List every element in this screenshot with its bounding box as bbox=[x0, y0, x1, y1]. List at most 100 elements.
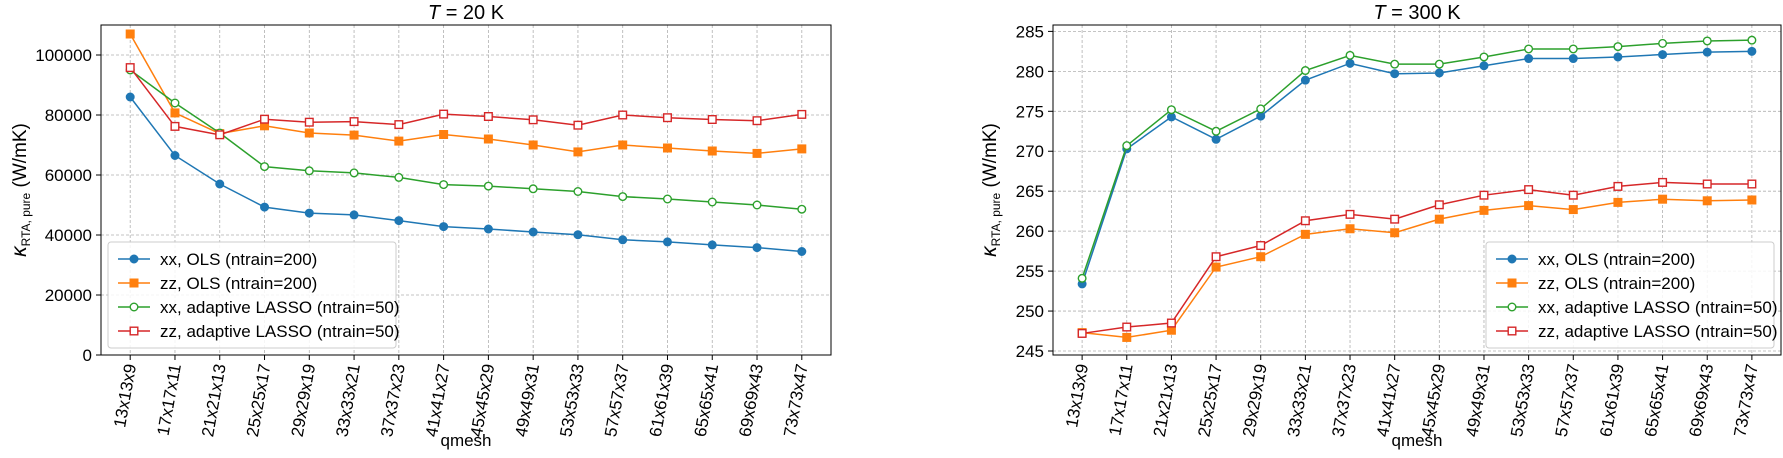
data-point bbox=[1434, 214, 1444, 224]
data-point bbox=[304, 128, 314, 138]
x-tick-label: 49x49x31 bbox=[512, 362, 544, 438]
data-point bbox=[1568, 54, 1578, 64]
legend-marker bbox=[1507, 278, 1517, 288]
data-point bbox=[797, 109, 807, 119]
data-point bbox=[394, 120, 404, 130]
legend-marker bbox=[1507, 254, 1517, 264]
chart-panel-t20: 0 20000 40000 60000 80000 100000 13x13x9 17x17x… bbox=[8, 2, 832, 450]
data-point bbox=[662, 113, 672, 123]
data-point bbox=[170, 108, 180, 118]
x-tick-label: 53x53x33 bbox=[1507, 362, 1539, 438]
data-point bbox=[1300, 75, 1310, 85]
data-point bbox=[1479, 61, 1489, 71]
data-point bbox=[573, 230, 583, 240]
data-point bbox=[528, 115, 538, 125]
x-tick-label: 45x45x29 bbox=[1418, 362, 1450, 438]
data-point bbox=[797, 247, 807, 256]
data-point bbox=[707, 197, 717, 207]
data-point bbox=[349, 210, 359, 220]
legend-marker bbox=[129, 326, 139, 336]
y-tick-label: 250 bbox=[1016, 302, 1044, 321]
x-tick-label: 17x17x11 bbox=[1105, 362, 1136, 437]
data-point bbox=[1211, 126, 1221, 136]
x-tick-label: 65x65x41 bbox=[1641, 362, 1673, 438]
y-tick-label: 80000 bbox=[45, 106, 92, 125]
data-point bbox=[349, 117, 359, 127]
x-tick-label: 33x33x21 bbox=[332, 362, 364, 438]
x-axis-label: qmesh bbox=[440, 431, 491, 450]
data-point bbox=[1658, 50, 1668, 60]
data-point bbox=[1345, 50, 1355, 60]
y-tick-label: 20000 bbox=[45, 286, 92, 305]
data-point bbox=[1613, 52, 1623, 62]
x-tick-label: 57x57x37 bbox=[601, 362, 633, 438]
data-point bbox=[1345, 58, 1355, 68]
data-point bbox=[1702, 36, 1712, 46]
x-tick-label: 49x49x31 bbox=[1462, 362, 1494, 438]
data-point bbox=[752, 200, 762, 210]
data-point bbox=[1300, 216, 1310, 226]
data-point bbox=[1345, 224, 1355, 234]
data-point bbox=[1166, 105, 1176, 115]
x-tick-label: 65x65x41 bbox=[691, 362, 723, 438]
data-point bbox=[125, 63, 135, 73]
data-point bbox=[1211, 134, 1221, 144]
y-axis-label: κRTA, pure (W/mK) bbox=[978, 123, 1003, 257]
data-point bbox=[1568, 205, 1578, 215]
x-tick-label: 45x45x29 bbox=[467, 362, 499, 438]
series-0 bbox=[125, 92, 807, 256]
data-point bbox=[260, 202, 270, 212]
legend-box bbox=[107, 241, 397, 349]
data-point bbox=[1479, 205, 1489, 215]
data-point bbox=[618, 110, 628, 120]
data-point bbox=[1524, 54, 1534, 64]
data-point bbox=[170, 151, 180, 160]
data-point bbox=[439, 222, 449, 232]
series-2 bbox=[1077, 35, 1757, 283]
data-point bbox=[752, 243, 762, 253]
x-tick-label: 69x69x43 bbox=[735, 362, 767, 438]
data-point bbox=[707, 146, 717, 156]
chart-panel-t300: 245 250 255 260 265 270 275 280 285 13x13x9 17x17x… bbox=[978, 2, 1782, 450]
grid bbox=[1053, 25, 1781, 355]
data-point bbox=[662, 194, 672, 204]
y-tick-label: 260 bbox=[1016, 222, 1044, 241]
data-point bbox=[394, 216, 404, 226]
series-line bbox=[129, 33, 802, 155]
x-tick-label: 61x61x39 bbox=[1596, 362, 1628, 438]
x-tick-label: 73x73x47 bbox=[780, 362, 812, 438]
legend-marker bbox=[1507, 326, 1517, 336]
data-point bbox=[439, 180, 449, 190]
series-2 bbox=[125, 65, 807, 214]
y-tick-label: 280 bbox=[1016, 62, 1044, 81]
data-point bbox=[662, 237, 672, 247]
data-point bbox=[1613, 181, 1623, 191]
legend-marker bbox=[129, 302, 139, 312]
plot-frame bbox=[100, 24, 832, 356]
data-point bbox=[1479, 52, 1489, 62]
x-tick-label: 37x37x23 bbox=[1328, 362, 1360, 438]
data-point bbox=[707, 114, 717, 124]
data-point bbox=[752, 148, 762, 158]
data-point bbox=[260, 162, 270, 172]
data-point bbox=[215, 179, 225, 189]
x-tick-label: 37x37x23 bbox=[377, 362, 409, 438]
data-point bbox=[304, 208, 314, 218]
data-point bbox=[1658, 194, 1668, 204]
legend: xx, OLS (ntrain=200) zz, OLS (ntrain=200)… bbox=[107, 241, 400, 349]
series-3 bbox=[1077, 177, 1757, 338]
data-point bbox=[1747, 35, 1757, 45]
plot-frame bbox=[1052, 24, 1782, 356]
data-point bbox=[439, 130, 449, 139]
x-tick-label: 21x21x13 bbox=[1150, 362, 1182, 438]
x-tick-label: 21x21x13 bbox=[198, 362, 230, 438]
x-tick-label: 41x41x27 bbox=[1373, 362, 1405, 438]
legend-label: zz, adaptive LASSO (ntrain=50) bbox=[160, 322, 400, 341]
x-tick-label: 25x25x17 bbox=[1194, 362, 1226, 438]
x-tick-label: 41x41x27 bbox=[422, 362, 454, 438]
data-point bbox=[170, 98, 180, 108]
legend-label: zz, OLS (ntrain=200) bbox=[160, 274, 317, 293]
data-point bbox=[1300, 229, 1310, 239]
x-tick-label: 13x13x9 bbox=[110, 362, 140, 429]
